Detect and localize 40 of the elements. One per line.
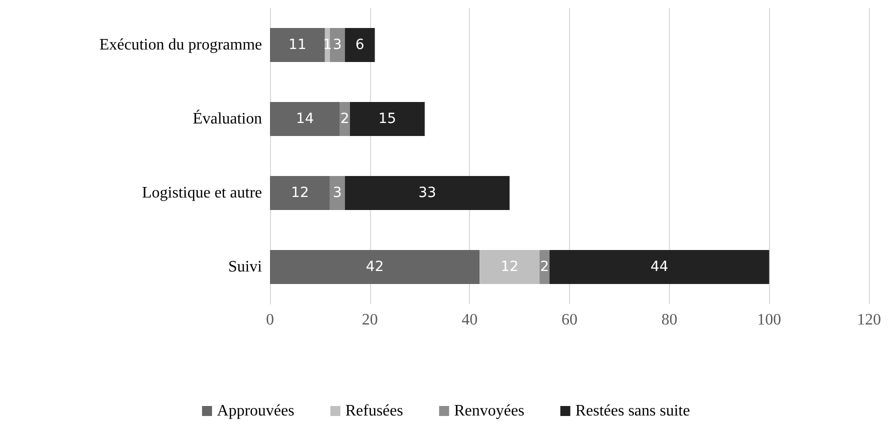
data-label: 2	[340, 111, 350, 127]
x-tick-label: 40	[462, 312, 478, 328]
data-label: 3	[332, 185, 342, 201]
legend-label: Restées sans suite	[575, 402, 690, 420]
legend-label: Renvoyées	[454, 402, 524, 420]
data-label: 12	[291, 185, 309, 201]
bar	[550, 250, 770, 284]
data-label: 15	[378, 111, 396, 127]
bar	[270, 102, 340, 136]
bar	[270, 176, 330, 210]
data-label: 33	[418, 185, 436, 201]
x-tick-label: 20	[362, 312, 378, 328]
data-label: 12	[500, 259, 519, 275]
bar	[480, 250, 540, 284]
data-label: 6	[355, 37, 364, 53]
bar	[350, 102, 425, 136]
data-label: 11	[288, 37, 306, 53]
y-tick-label: Évaluation	[192, 110, 262, 128]
y-tick-label: Logistique et autre	[142, 184, 262, 202]
bar	[330, 28, 345, 62]
data-label: 1	[322, 37, 332, 53]
y-tick-label: Exécution du programme	[99, 36, 262, 54]
bar	[344, 176, 510, 210]
x-tick-label: 80	[661, 312, 678, 328]
bar	[270, 28, 325, 62]
data-label: 42	[366, 259, 384, 275]
bar	[344, 28, 375, 62]
bar	[270, 250, 480, 284]
x-tick-label: 100	[757, 312, 782, 328]
data-label: 14	[296, 111, 314, 127]
x-tick-label: 120	[857, 312, 881, 328]
bar	[330, 176, 345, 210]
x-tick-label: 0	[266, 312, 274, 328]
x-tick-label: 60	[562, 312, 578, 328]
data-label: 3	[332, 37, 342, 53]
data-label: 2	[540, 259, 550, 275]
legend-label: Approuvées	[217, 402, 294, 420]
data-label: 44	[650, 259, 668, 275]
legend-label: Refusées	[345, 402, 404, 420]
y-tick-label: Suivi	[228, 258, 263, 276]
